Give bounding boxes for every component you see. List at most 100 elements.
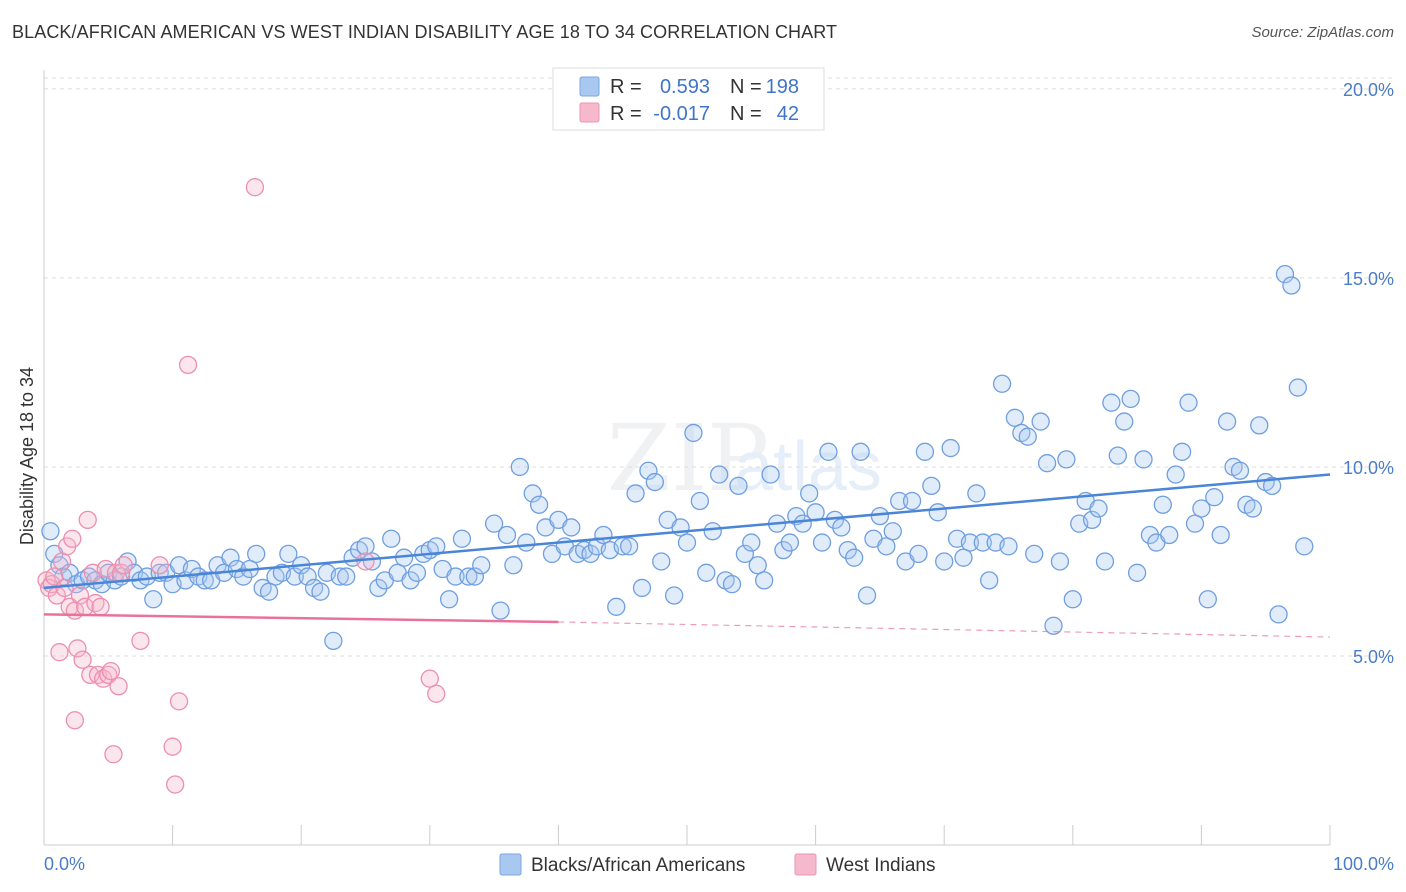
west-indians-point [131, 631, 150, 651]
west-indians-point [150, 556, 169, 575]
trend-line-blacks [43, 473, 1331, 590]
blacks-point [247, 544, 266, 564]
blacks-point [465, 567, 484, 586]
watermark: ZIP atlas [607, 405, 882, 512]
blacks-point [877, 537, 896, 556]
blacks-point [922, 476, 941, 496]
watermark-atlas: atlas [734, 427, 882, 505]
blacks-point [1082, 510, 1102, 530]
chart-source: Source: ZipAtlas.com [1251, 24, 1394, 41]
blacks-point [491, 601, 510, 620]
y-axis-title: Disability Age 18 to 34 [17, 367, 37, 545]
blacks-point [504, 556, 523, 575]
blacks-point [401, 571, 420, 590]
blacks-point [639, 461, 658, 480]
blacks-point [337, 567, 356, 586]
blacks-point [832, 518, 851, 537]
blacks-point [1282, 276, 1301, 295]
blacks-point [735, 544, 755, 564]
blacks-point [41, 522, 60, 541]
legend-n-label-pink: N = [730, 103, 762, 125]
blacks-point [581, 544, 600, 564]
blacks-point [857, 586, 877, 605]
blacks-point [1050, 552, 1070, 571]
west-indians-point [65, 711, 85, 730]
blacks-point [626, 484, 645, 503]
blacks-point [529, 495, 549, 514]
blacks-point [980, 571, 999, 590]
legend-r-value-pink: -0.017 [653, 103, 710, 125]
blacks-point [221, 548, 240, 567]
blacks-point [838, 540, 857, 560]
west-indians-point [114, 556, 133, 575]
blacks-point [1295, 537, 1314, 556]
blacks-point [722, 574, 742, 594]
blacks-point [1243, 499, 1262, 518]
west-indians-point [73, 650, 92, 669]
blacks-point [1160, 525, 1179, 545]
y-tick-label: 10.0% [1343, 458, 1394, 478]
legend-swatch-blue [579, 76, 600, 97]
legend-bottom-swatch-pink [794, 853, 817, 876]
blacks-point [999, 537, 1018, 556]
west-indians-point [427, 684, 446, 703]
blacks-point [1275, 264, 1295, 284]
west-indians-point [70, 586, 90, 605]
blacks-point [973, 533, 992, 552]
west-indians-point [78, 510, 97, 530]
blacks-point [459, 567, 478, 586]
chart-title: BLACK/AFRICAN AMERICAN VS WEST INDIAN DI… [12, 22, 838, 42]
blacks-point [632, 578, 652, 598]
blacks-point [1269, 605, 1288, 624]
west-indians-point [104, 745, 123, 764]
blacks-point [1153, 495, 1172, 514]
legend-bottom-label-blue: Blacks/African Americans [531, 855, 745, 876]
blacks-point [967, 484, 986, 503]
blacks-point [697, 563, 716, 582]
x-tick-label-max: 100.0% [1333, 854, 1394, 874]
series-west-indians [37, 178, 446, 794]
blacks-point [1031, 412, 1050, 431]
blacks-point [1205, 488, 1224, 507]
blacks-point [1115, 412, 1134, 431]
west-indians-point [101, 661, 121, 681]
blacks-point [812, 533, 832, 552]
west-indians-point [45, 567, 64, 586]
west-indians-point [68, 639, 87, 658]
blacks-point [382, 529, 401, 548]
blacks-point [195, 571, 214, 590]
blacks-point [1250, 416, 1269, 435]
blacks-point [1134, 450, 1153, 469]
blacks-point [729, 476, 748, 496]
blacks-point [446, 567, 465, 586]
legend-bottom-label-pink: West Indians [826, 855, 935, 876]
blacks-point [703, 522, 722, 541]
blacks-point [960, 533, 980, 552]
blacks-point [1089, 499, 1108, 518]
blacks-point [870, 506, 890, 526]
blacks-point [562, 518, 581, 537]
blacks-point [407, 563, 427, 582]
legend-r-value-blue: 0.593 [660, 76, 710, 98]
blacks-point [1288, 378, 1307, 397]
blacks-point [1063, 590, 1082, 609]
blacks-point [742, 533, 761, 552]
blacks-point [1102, 393, 1121, 412]
blacks-point [285, 567, 304, 586]
legend-r-label-blue: R = [610, 76, 642, 98]
trend-line-west-indians-extrapolated [558, 621, 1331, 638]
blacks-point [1095, 552, 1115, 571]
west-indians-point [109, 677, 128, 696]
legend-r-label-pink: R = [610, 103, 642, 125]
blacks-point [690, 491, 710, 511]
blacks-point [484, 514, 504, 533]
legend-n-value-pink: 42 [777, 103, 799, 125]
blacks-point [819, 442, 838, 461]
blacks-point [941, 438, 960, 458]
blacks-point [935, 552, 954, 571]
blacks-point [427, 537, 446, 556]
blacks-point [1179, 393, 1198, 412]
blacks-point [259, 582, 279, 601]
blacks-point [1198, 590, 1217, 609]
